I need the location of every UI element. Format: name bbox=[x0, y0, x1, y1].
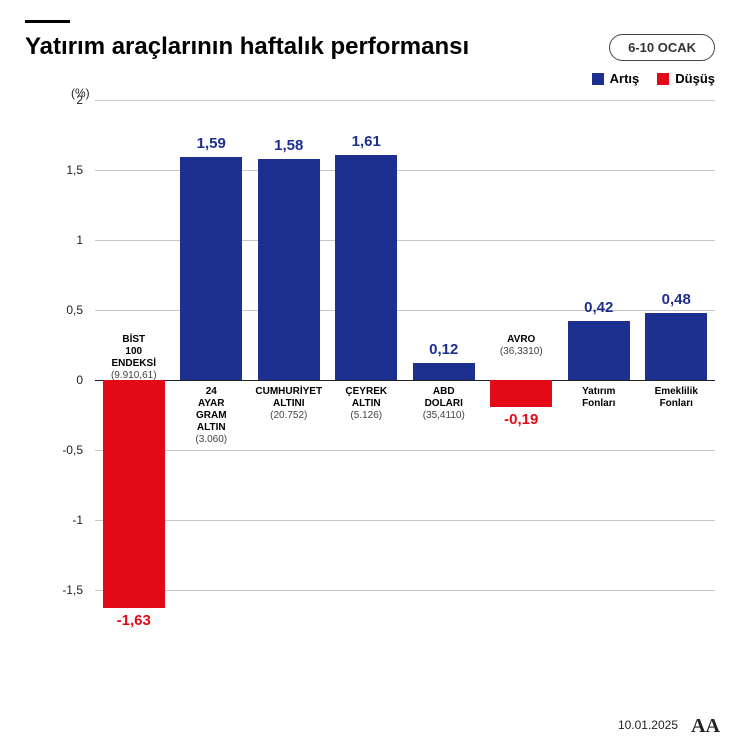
bar bbox=[490, 380, 552, 407]
bar-category-label: YatırımFonları bbox=[561, 386, 636, 410]
gridline bbox=[95, 450, 715, 451]
bar bbox=[258, 159, 320, 380]
zero-gridline bbox=[95, 380, 715, 381]
bar-category-label: 24AYARGRAMALTIN(3.060) bbox=[174, 386, 249, 446]
legend-down: Düşüş bbox=[657, 71, 715, 86]
bar bbox=[568, 321, 630, 380]
gridline bbox=[95, 100, 715, 101]
gridline bbox=[95, 590, 715, 591]
bar-value-label: 1,58 bbox=[251, 137, 326, 154]
bar bbox=[103, 380, 165, 608]
bar bbox=[645, 313, 707, 380]
bar-value-label: 0,42 bbox=[561, 299, 636, 316]
bar-value-label: 1,59 bbox=[174, 135, 249, 152]
bar-value-label: -0,19 bbox=[484, 411, 559, 428]
bar-category-label: AVRO(36,3310) bbox=[484, 334, 559, 358]
bar-category-label: CUMHURİYETALTINI(20.752) bbox=[251, 386, 326, 422]
bar bbox=[335, 155, 397, 380]
y-tick-label: 0,5 bbox=[43, 303, 83, 317]
y-tick-label: 1,5 bbox=[43, 163, 83, 177]
y-tick-label: 2 bbox=[43, 93, 83, 107]
legend-up-label: Artış bbox=[610, 71, 640, 86]
gridline bbox=[95, 520, 715, 521]
header-row: Yatırım araçlarının haftalık performansı… bbox=[25, 33, 715, 61]
bar-category-label: ABDDOLARI(35,4110) bbox=[406, 386, 481, 422]
legend-up: Artış bbox=[592, 71, 640, 86]
footer-date: 10.01.2025 bbox=[618, 718, 678, 732]
legend-down-label: Düşüş bbox=[675, 71, 715, 86]
bar-value-label: 0,12 bbox=[406, 341, 481, 358]
bar-category-label: ÇEYREKALTIN(5.126) bbox=[329, 386, 404, 422]
legend-down-swatch bbox=[657, 73, 669, 85]
bar bbox=[413, 363, 475, 380]
bar-category-label: BİST100ENDEKSİ(9.910,61) bbox=[96, 334, 171, 382]
bar bbox=[180, 157, 242, 380]
y-tick-label: -0,5 bbox=[43, 443, 83, 457]
date-range-badge: 6-10 OCAK bbox=[609, 34, 715, 61]
infographic-container: Yatırım araçlarının haftalık performansı… bbox=[0, 0, 740, 746]
bar-category-label: EmeklilikFonları bbox=[639, 386, 714, 410]
chart: (%) 21,510,50-0,5-1-1,5 BİST100ENDEKSİ(9… bbox=[25, 90, 715, 670]
page-title: Yatırım araçlarının haftalık performansı bbox=[25, 33, 469, 61]
legend: Artış Düşüş bbox=[25, 71, 715, 86]
accent-line bbox=[25, 20, 70, 23]
bar-value-label: 1,61 bbox=[329, 133, 404, 150]
y-tick-label: -1 bbox=[43, 513, 83, 527]
source-logo: AA bbox=[691, 715, 720, 738]
y-tick-label: 0 bbox=[43, 373, 83, 387]
legend-up-swatch bbox=[592, 73, 604, 85]
y-tick-label: 1 bbox=[43, 233, 83, 247]
bar-value-label: 0,48 bbox=[639, 291, 714, 308]
y-tick-label: -1,5 bbox=[43, 583, 83, 597]
bar-value-label: -1,63 bbox=[96, 612, 171, 629]
